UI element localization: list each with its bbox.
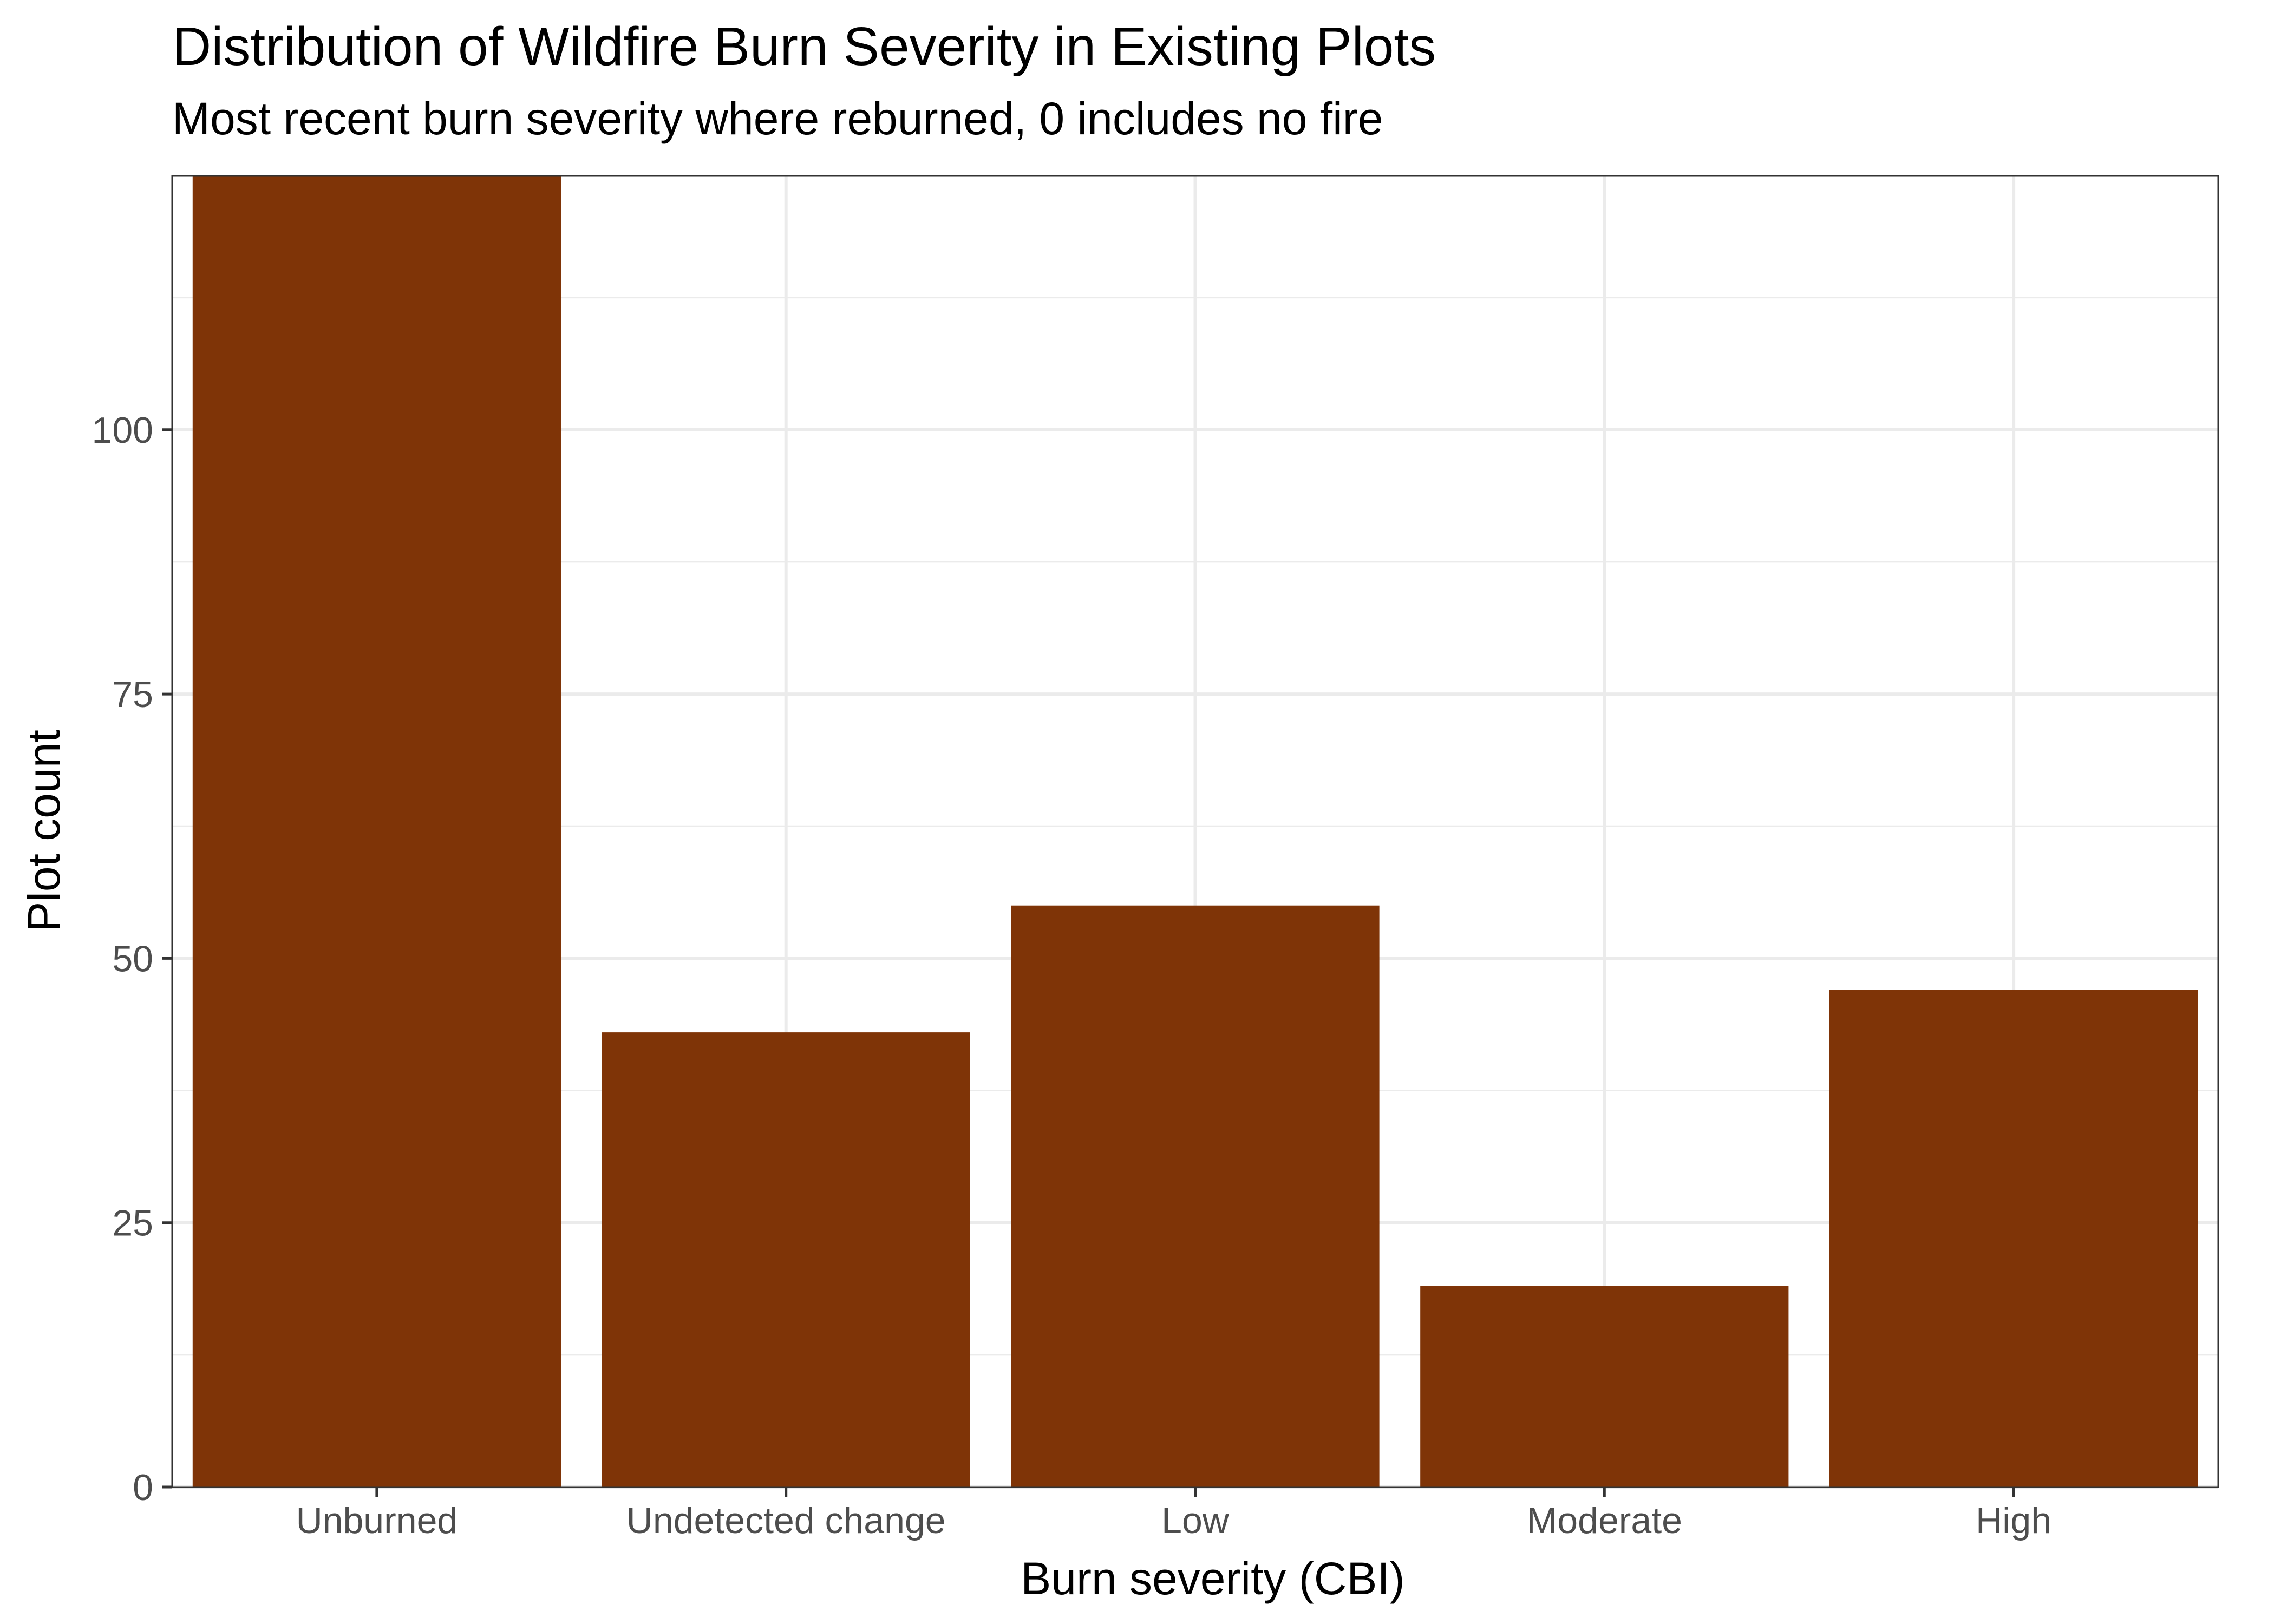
x-tick-label: Moderate (1527, 1500, 1682, 1541)
y-tick-label: 100 (92, 410, 153, 451)
bar (1420, 1286, 1789, 1487)
x-tick-label: Low (1161, 1500, 1230, 1541)
y-axis-title: Plot count (18, 730, 69, 932)
bar (1011, 905, 1380, 1487)
bars (192, 176, 2198, 1487)
bar (602, 1032, 970, 1487)
y-tick-label: 0 (133, 1467, 153, 1508)
chart-subtitle: Most recent burn severity where reburned… (172, 93, 1383, 144)
x-tick-label: Undetected change (626, 1500, 946, 1541)
bar (1829, 990, 2198, 1487)
chart-title: Distribution of Wildfire Burn Severity i… (172, 16, 1436, 77)
y-tick-label: 25 (112, 1203, 153, 1244)
x-tick-label: High (1976, 1500, 2051, 1541)
y-tick-label: 50 (112, 938, 153, 979)
x-axis-title: Burn severity (CBI) (1021, 1553, 1405, 1604)
bar (192, 176, 561, 1487)
y-tick-label: 75 (112, 674, 153, 715)
axes: 0 25 50 75 100 Unburned Undetected change Low Mo… (92, 410, 2051, 1541)
x-tick-label: Unburned (296, 1500, 458, 1541)
